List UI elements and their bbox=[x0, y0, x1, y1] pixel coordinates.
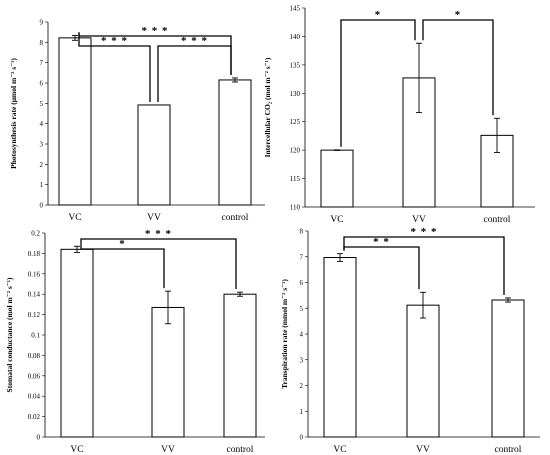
x-category-label: VV bbox=[412, 215, 426, 225]
y-tick-label: 0 bbox=[40, 202, 44, 210]
significance-label: * * * bbox=[181, 35, 208, 47]
y-tick-label: 0.1 bbox=[31, 332, 40, 340]
y-tick-label: 1 bbox=[300, 408, 304, 416]
y-tick-label: 140 bbox=[290, 33, 301, 41]
y-tick-label: 3 bbox=[40, 141, 44, 149]
y-axis-title: Intercellular CO₂ (mol m⁻² s⁻¹) bbox=[263, 57, 272, 157]
y-tick-label: 0.2 bbox=[31, 230, 40, 238]
significance-bracket bbox=[343, 246, 420, 290]
chart-panel-4: 0 1 2 3 4 5 6 7 8 Transpiration rate (mmol m⁻² s⁻… bbox=[280, 226, 540, 455]
significance-label: * * * bbox=[101, 35, 128, 47]
significance-label: * * * bbox=[411, 226, 438, 238]
bar-vv bbox=[406, 304, 440, 438]
y-tick-label: 120 bbox=[290, 147, 301, 155]
y-tick-label: 125 bbox=[290, 118, 301, 126]
x-category-label: control bbox=[495, 445, 522, 455]
y-tick-label: 145 bbox=[290, 5, 301, 13]
chart-panel-3: 0 0.02 0.04 0.06 0.08 0.1 0.12 0.14 0.16 0.18 0.2 S… bbox=[5, 228, 265, 455]
x-category-label: VC bbox=[330, 215, 343, 225]
x-category-label: VV bbox=[416, 445, 430, 455]
chart-panel-1: 0 1 2 3 4 5 6 7 8 9 Photosynthesis rate (μmol m⁻² … bbox=[9, 19, 265, 223]
significance-label: * * * bbox=[142, 25, 169, 37]
x-category-label: VV bbox=[161, 445, 175, 455]
x-category-label: control bbox=[227, 445, 254, 455]
x-category-label: control bbox=[484, 215, 511, 225]
y-tick-label: 7 bbox=[40, 59, 44, 67]
y-tick-label: 110 bbox=[290, 204, 301, 212]
chart-panel-2: 110 115 120 125 130 135 140 145 Intercellular CO… bbox=[263, 5, 535, 225]
bar-vc bbox=[58, 37, 92, 206]
y-tick-label: 2 bbox=[300, 382, 304, 390]
y-tick-label: 0.18 bbox=[28, 250, 41, 258]
bar-vc bbox=[323, 257, 357, 438]
y-tick-label: 5 bbox=[40, 100, 44, 108]
significance-label: * bbox=[375, 9, 382, 21]
significance-label: * bbox=[119, 238, 126, 250]
y-tick-label: 130 bbox=[290, 90, 301, 98]
y-tick-label: 0.02 bbox=[28, 413, 41, 421]
significance-bracket bbox=[422, 19, 494, 116]
y-tick-label: 0 bbox=[37, 434, 41, 442]
significance-bracket bbox=[78, 32, 151, 102]
y-tick-label: 6 bbox=[40, 80, 44, 88]
bar-control bbox=[223, 293, 257, 438]
bar-control bbox=[218, 79, 252, 206]
significance-bracket bbox=[80, 243, 165, 289]
significance-label: * bbox=[455, 9, 462, 21]
y-tick-label: 0.08 bbox=[28, 352, 41, 360]
x-category-label: VC bbox=[68, 213, 81, 223]
x-category-label: VC bbox=[333, 445, 346, 455]
significance-label: * * * bbox=[145, 228, 172, 240]
y-tick-label: 0.06 bbox=[28, 372, 41, 380]
y-tick-label: 2 bbox=[40, 161, 44, 169]
x-category-label: VV bbox=[147, 213, 161, 223]
y-tick-label: 0.12 bbox=[28, 311, 41, 319]
y-axis-title: Photosynthesis rate (μmol m⁻² s⁻¹) bbox=[9, 58, 18, 169]
bar-vc bbox=[60, 248, 94, 438]
significance-bracket bbox=[343, 236, 505, 295]
y-tick-label: 0.14 bbox=[28, 291, 41, 299]
bar-vv bbox=[137, 104, 171, 206]
y-tick-label: 0 bbox=[300, 434, 304, 442]
y-tick-label: 8 bbox=[40, 39, 44, 47]
x-category-label: control bbox=[222, 213, 249, 223]
y-axis-title: Transpiration rate (mmol m⁻² s⁻¹) bbox=[280, 279, 289, 389]
significance-bracket bbox=[340, 19, 416, 147]
bar-vc bbox=[320, 149, 354, 208]
y-tick-label: 9 bbox=[40, 19, 44, 27]
y-tick-label: 0.04 bbox=[28, 393, 41, 401]
y-tick-label: 0.16 bbox=[28, 270, 41, 278]
y-tick-label: 4 bbox=[40, 120, 44, 128]
x-category-label: VC bbox=[70, 445, 83, 455]
bar-control bbox=[491, 299, 525, 438]
y-tick-label: 115 bbox=[290, 175, 301, 183]
bar-vv bbox=[151, 306, 185, 438]
y-tick-label: 8 bbox=[300, 228, 304, 236]
significance-bracket bbox=[80, 238, 237, 290]
y-tick-label: 4 bbox=[300, 331, 304, 339]
y-tick-label: 7 bbox=[300, 253, 304, 261]
y-tick-label: 3 bbox=[300, 356, 304, 364]
y-tick-label: 135 bbox=[290, 61, 301, 69]
y-tick-label: 5 bbox=[300, 305, 304, 313]
y-tick-label: 6 bbox=[300, 279, 304, 287]
y-axis-title: Stomatal conductance (mol m⁻² s⁻¹) bbox=[5, 277, 14, 392]
significance-bracket bbox=[157, 45, 232, 102]
significance-label: * * bbox=[373, 236, 390, 248]
y-tick-label: 1 bbox=[40, 181, 44, 189]
